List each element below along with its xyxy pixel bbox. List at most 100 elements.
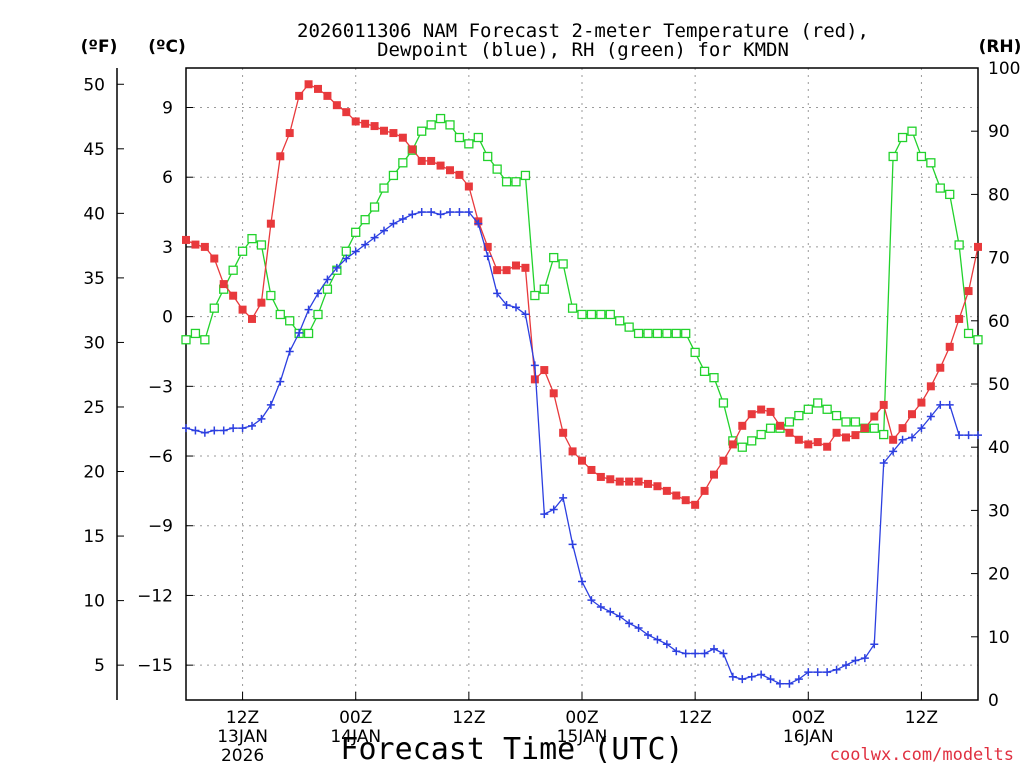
dewpoint-point	[804, 668, 813, 677]
temperature-point	[568, 447, 577, 456]
rh-point	[897, 132, 908, 143]
dewpoint-point	[700, 649, 709, 658]
x-tick-label: 14JAN	[330, 727, 381, 747]
celsius-tick-label: −3	[148, 377, 173, 397]
rh-point	[520, 170, 531, 181]
rh-tick-label: 90	[988, 122, 1010, 142]
rh-tick-label: 40	[988, 438, 1010, 458]
credit-text[interactable]: coolwx.com/modelts	[830, 745, 1014, 765]
temperature-point	[700, 486, 709, 495]
temperature-point	[917, 398, 926, 407]
rh-point	[369, 202, 380, 212]
temperature-point	[889, 435, 898, 444]
rh-point	[483, 151, 493, 162]
temperature-point	[823, 442, 832, 451]
rh-point	[539, 284, 549, 294]
x-tick-label: 16JAN	[783, 727, 834, 747]
temperature-point	[483, 242, 492, 251]
dewpoint-point	[323, 275, 332, 284]
rh-tick-label: 10	[988, 628, 1010, 648]
dewpoint-point	[398, 215, 407, 224]
rh-point	[784, 417, 795, 427]
dewpoint-point	[955, 431, 964, 440]
temperature-point	[408, 145, 417, 154]
temperature-point	[691, 500, 700, 509]
rh-point	[247, 233, 257, 244]
rh-point	[417, 126, 427, 136]
dewpoint-point	[455, 208, 464, 217]
dewpoint-point	[662, 640, 671, 649]
dewpoint-point	[304, 305, 313, 314]
dewpoint-point	[776, 679, 784, 688]
temperature-point	[493, 266, 502, 275]
rh-point	[633, 328, 644, 339]
rh-point	[303, 328, 314, 339]
rh-tick-label: 60	[988, 312, 1010, 332]
dewpoint-point	[615, 612, 624, 621]
rh-point	[360, 215, 370, 225]
temperature-point	[955, 314, 964, 323]
rh-point	[228, 265, 238, 275]
temperature-point	[710, 470, 718, 479]
temperature-point	[964, 287, 973, 296]
temperature-point	[436, 161, 445, 170]
rh-point	[605, 309, 615, 320]
fahrenheit-tick-label: 15	[83, 527, 105, 547]
rh-point	[388, 170, 399, 181]
dewpoint-point	[842, 661, 850, 670]
fahrenheit-tick-label: 45	[83, 140, 105, 160]
dewpoint-point	[229, 424, 238, 433]
rh-point	[379, 183, 389, 193]
rh-point	[737, 442, 747, 452]
temperature-point	[794, 435, 803, 444]
rh-point	[190, 328, 201, 339]
dewpoint-point	[766, 675, 775, 684]
dewpoint-point	[380, 226, 388, 235]
dewpoint-point	[587, 596, 596, 605]
rh-point	[916, 151, 927, 162]
temperature-point	[219, 280, 228, 289]
rh-unit-label: (RH)	[979, 37, 1022, 57]
rh-point	[435, 113, 446, 124]
temperature-point	[266, 219, 275, 228]
rh-point	[662, 328, 672, 339]
dewpoint-point	[794, 675, 803, 684]
rh-point	[718, 398, 729, 408]
dewpoint-point	[521, 310, 530, 319]
temperature-point	[728, 440, 737, 449]
temperature-point	[182, 235, 190, 244]
temperature-point	[879, 400, 888, 409]
rh-series	[181, 113, 983, 452]
dewpoint-series	[182, 208, 982, 688]
temperature-point	[295, 91, 304, 100]
temperature-point	[936, 363, 945, 372]
temperature-point	[464, 182, 473, 191]
rh-point	[803, 404, 813, 414]
dewpoint-point	[191, 426, 200, 435]
rh-point	[426, 120, 436, 130]
grid	[186, 68, 978, 700]
rh-point	[756, 429, 766, 440]
fahrenheit-tick-label: 30	[83, 333, 105, 353]
rh-point	[709, 373, 719, 383]
temperature-point	[681, 496, 690, 505]
temperature-point	[804, 440, 813, 449]
rh-point	[473, 132, 483, 143]
dewpoint-point	[851, 656, 860, 665]
rh-point	[501, 177, 512, 187]
rh-point	[747, 436, 757, 446]
rh-point	[586, 309, 597, 320]
rh-tick-label: 30	[988, 501, 1010, 521]
temperature-point	[908, 410, 916, 419]
temperature-point	[285, 129, 294, 138]
fahrenheit-tick-label: 50	[83, 75, 105, 95]
rh-point	[351, 227, 361, 237]
x-tick-label: 12Z	[452, 708, 485, 728]
dewpoint-point	[530, 361, 539, 370]
temperature-point	[332, 101, 341, 110]
rh-point	[681, 328, 691, 339]
dewpoint-point	[879, 459, 888, 467]
temperature-point	[625, 477, 634, 486]
temperature-point	[512, 261, 520, 270]
dewpoint-point	[502, 301, 511, 309]
